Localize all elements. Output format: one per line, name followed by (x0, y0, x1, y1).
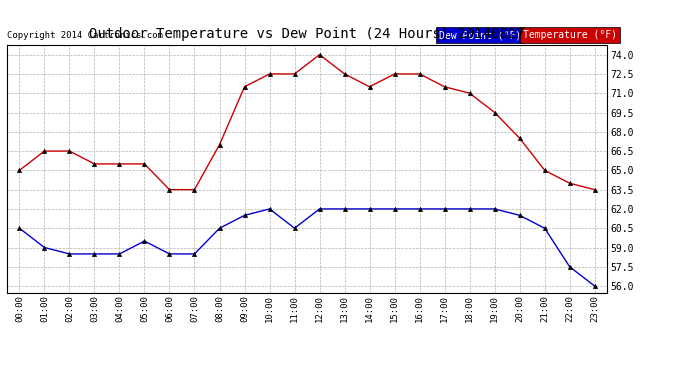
Title: Outdoor Temperature vs Dew Point (24 Hours) 20140827: Outdoor Temperature vs Dew Point (24 Hou… (89, 27, 525, 41)
Text: Temperature (°F): Temperature (°F) (523, 30, 617, 40)
Text: Copyright 2014 Cartronics.com: Copyright 2014 Cartronics.com (7, 31, 163, 40)
Text: Dew Point (°F): Dew Point (°F) (439, 30, 522, 40)
